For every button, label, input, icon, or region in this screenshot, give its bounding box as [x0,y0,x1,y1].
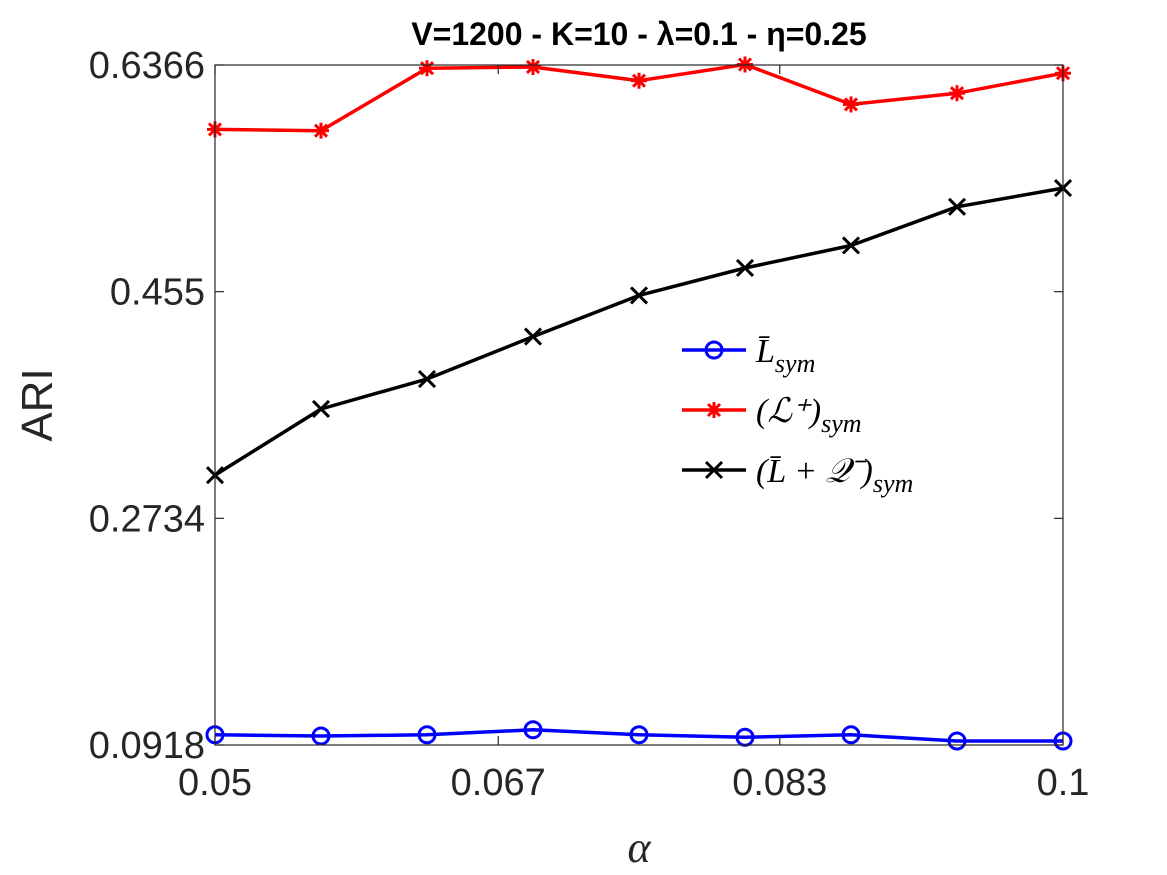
legend-label: (L̄ + 𝒬⁻)sym [756,453,913,498]
plot-area [215,65,1063,745]
series-2-point-7 [947,197,967,216]
series-0-point-2 [417,725,437,745]
series-2-point-4 [629,286,649,305]
series-0-point-1 [311,726,331,746]
legend-label-main: L̄ [755,333,775,370]
series-line-0 [214,728,1063,743]
series-2-point-1 [311,399,331,419]
legend-item-0: L̄sym [682,333,815,378]
chart-title: V=1200 - K=10 - λ=0.1 - η=0.25 [411,16,866,52]
series-2-point-5 [735,258,755,278]
series-2-point-2 [417,369,437,389]
series-0-point-4 [629,725,649,745]
legend-label-main: (L̄ + 𝒬⁻) [756,453,873,490]
legend-label: L̄sym [755,333,815,378]
legend-item-2: (L̄ + 𝒬⁻)sym [682,453,913,498]
x-tick-label: 0.083 [732,762,827,804]
legend-swatch-marker [704,460,724,480]
legend-item-1: (ℒ⁺)sym [682,393,862,438]
x-axis-label: α [627,823,651,872]
legend-label-sub: sym [873,469,913,498]
series-1-point-2 [419,60,435,77]
y-tick-label: 0.6366 [89,45,205,87]
x-tick-label: 0.05 [178,762,252,804]
series-1-point-4 [631,72,647,89]
legend: L̄sym(ℒ⁺)sym(L̄ + 𝒬⁻)sym [682,333,913,498]
series-1-point-1 [313,122,329,139]
x-tick-label: 0.1 [1037,762,1090,804]
legend-label-sub: sym [821,409,861,438]
series-1-point-3 [525,58,541,75]
legend-label: (ℒ⁺)sym [756,393,862,438]
legend-label-sub: sym [775,349,815,378]
series-1-point-7 [949,85,965,102]
y-tick-label: 0.0918 [89,725,205,767]
series-2-point-3 [523,327,543,346]
y-axis-label: ARI [13,368,62,441]
series-0-point-6 [841,725,861,745]
series-1-point-6 [843,96,859,113]
y-tick-label: 0.455 [110,272,205,314]
y-tick-label: 0.2734 [89,498,205,540]
series-0-point-7 [947,731,967,751]
plot-frame [214,64,1064,746]
legend-swatch-marker [706,402,722,418]
series-0-point-3 [523,720,543,740]
legend-label-main: (ℒ⁺) [756,393,821,430]
x-tick-label: 0.067 [451,762,546,804]
legend-swatch-marker [704,340,724,360]
series-2-point-6 [841,236,861,255]
